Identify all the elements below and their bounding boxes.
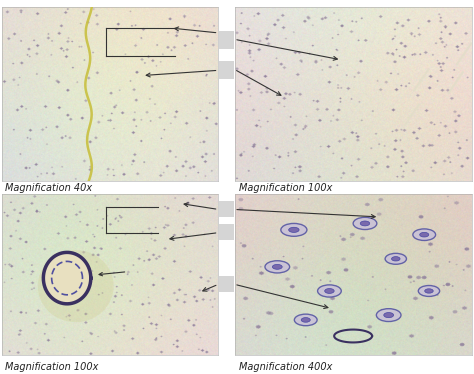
- Ellipse shape: [273, 264, 282, 269]
- Ellipse shape: [376, 309, 401, 322]
- Ellipse shape: [38, 250, 114, 322]
- Ellipse shape: [301, 318, 310, 322]
- Ellipse shape: [294, 314, 317, 326]
- Ellipse shape: [360, 221, 370, 226]
- Ellipse shape: [392, 257, 400, 261]
- Text: Magnification 40x: Magnification 40x: [5, 183, 92, 193]
- Text: Magnification 100x: Magnification 100x: [5, 362, 98, 372]
- Text: Magnification 100x: Magnification 100x: [239, 183, 333, 193]
- Ellipse shape: [385, 253, 407, 264]
- Ellipse shape: [325, 288, 334, 294]
- Bar: [219, 31, 234, 49]
- Bar: [219, 276, 234, 292]
- Bar: [219, 201, 234, 217]
- Ellipse shape: [43, 252, 91, 304]
- Ellipse shape: [418, 285, 439, 297]
- Bar: [219, 61, 234, 79]
- Text: Magnification 400x: Magnification 400x: [239, 362, 333, 372]
- Bar: [219, 224, 234, 240]
- Ellipse shape: [425, 289, 433, 293]
- Ellipse shape: [419, 232, 429, 237]
- Ellipse shape: [384, 313, 393, 318]
- Ellipse shape: [281, 223, 307, 236]
- Ellipse shape: [413, 229, 436, 240]
- Ellipse shape: [289, 227, 299, 232]
- Ellipse shape: [353, 217, 377, 230]
- Ellipse shape: [265, 261, 290, 273]
- Ellipse shape: [318, 285, 341, 297]
